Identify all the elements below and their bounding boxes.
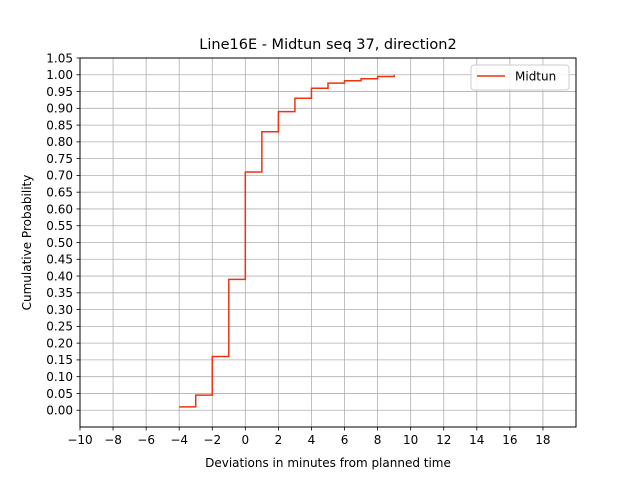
x-tick-label: 16	[502, 433, 517, 447]
y-tick-label: 0.45	[46, 253, 73, 267]
x-tick-label: 18	[535, 433, 550, 447]
x-tick-label: 8	[374, 433, 382, 447]
y-tick-label: 0.70	[46, 169, 73, 183]
x-tick-label: 12	[436, 433, 451, 447]
y-tick-label: 0.00	[46, 404, 73, 418]
legend: Midtun	[470, 64, 570, 91]
legend-label-midtun: Midtun	[515, 70, 556, 84]
legend-box	[470, 64, 570, 91]
y-tick-label: 0.65	[46, 185, 73, 199]
y-tick-label: 0.85	[46, 118, 73, 132]
y-tick-label: 0.95	[46, 85, 73, 99]
chart-title: Line16E - Midtun seq 37, direction2	[199, 37, 456, 53]
x-axis-title: Deviations in minutes from planned time	[205, 456, 451, 470]
y-tick-label: 0.40	[46, 269, 73, 283]
x-tick-label: 4	[308, 433, 316, 447]
y-tick-label: 0.20	[46, 336, 73, 350]
y-tick-label: 0.60	[46, 202, 73, 216]
x-tick-label: 10	[403, 433, 418, 447]
x-tick-label: −6	[137, 433, 155, 447]
y-tick-label: 1.00	[46, 68, 73, 82]
series-layer	[179, 74, 395, 408]
y-tick-label: 0.25	[46, 320, 73, 334]
x-tick-label: −2	[203, 433, 221, 447]
x-tick-label: 14	[469, 433, 484, 447]
series-line-midtun	[179, 74, 395, 408]
y-axis-ticks: 0.00 0.05 0.10 0.15 0.20 0.25 0.30 0.35 0.40 0.45…	[46, 51, 80, 418]
y-tick-label: 0.10	[46, 370, 73, 384]
x-tick-label: 2	[275, 433, 283, 447]
y-tick-label: 0.55	[46, 219, 73, 233]
x-tick-label: −8	[104, 433, 122, 447]
y-tick-label: 0.05	[46, 387, 73, 401]
y-tick-label: 0.30	[46, 303, 73, 317]
y-axis-title: Cumulative Probability	[20, 175, 34, 311]
y-tick-label: 0.80	[46, 135, 73, 149]
x-axis-ticks: −10 −8 −6 −4 −2 0 2 4 6 8 10 12 14 16 18	[67, 427, 551, 447]
x-tick-label: −10	[67, 433, 92, 447]
y-tick-label: 0.35	[46, 286, 73, 300]
y-tick-label: 0.15	[46, 353, 73, 367]
y-tick-label: 0.50	[46, 236, 73, 250]
x-tick-label: 0	[242, 433, 250, 447]
y-tick-label: 1.05	[46, 51, 73, 65]
y-tick-label: 0.75	[46, 152, 73, 166]
y-tick-label: 0.90	[46, 102, 73, 116]
x-tick-label: −4	[170, 433, 188, 447]
x-tick-label: 6	[341, 433, 349, 447]
